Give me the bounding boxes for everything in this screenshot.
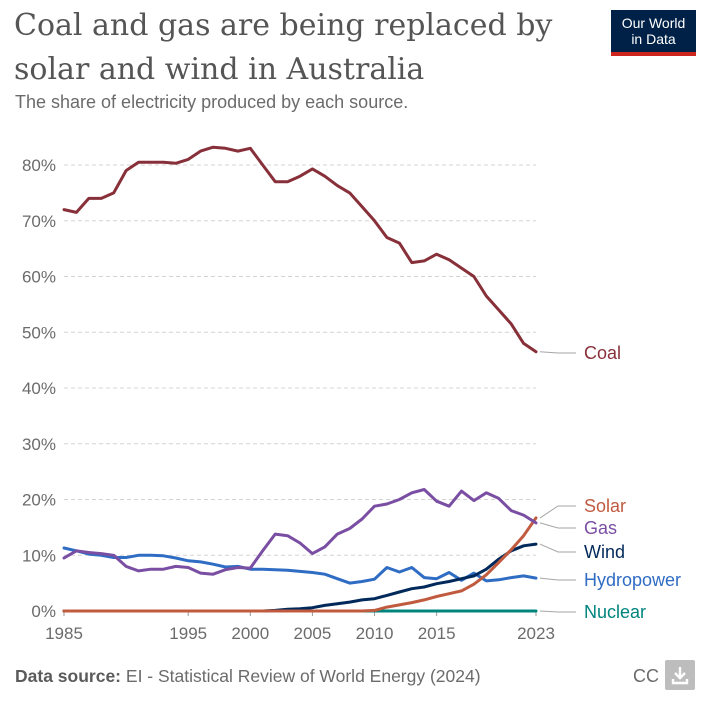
y-tick-label: 0% — [31, 602, 56, 621]
x-tick-label: 2010 — [356, 624, 394, 643]
y-tick-label: 60% — [22, 268, 56, 287]
y-tick-label: 50% — [22, 323, 56, 342]
x-tick-label: 1995 — [169, 624, 207, 643]
series-label-wind: Wind — [584, 542, 625, 562]
y-tick-label: 20% — [22, 491, 56, 510]
x-tick-label: 2015 — [418, 624, 456, 643]
leader-line-wind — [539, 543, 576, 553]
x-tick-label: 2005 — [294, 624, 332, 643]
logo-line-1: Our World — [621, 15, 686, 31]
x-axis-ticks: 1985 1995 2000 2005 2010 2015 2023 — [45, 611, 555, 643]
series-label-solar: Solar — [584, 496, 626, 516]
y-tick-label: 30% — [22, 435, 56, 454]
y-tick-label: 10% — [22, 546, 56, 565]
owid-logo[interactable]: Our World in Data — [611, 10, 696, 56]
series-label-nuclear: Nuclear — [584, 602, 646, 622]
series-line-solar — [62, 516, 538, 613]
download-icon — [671, 667, 689, 685]
data-source: Data source: EI - Statistical Review of … — [15, 666, 481, 687]
series-label-coal: Coal — [584, 343, 621, 363]
leader-line-solar — [539, 505, 576, 519]
y-axis-ticks: 0% 10% 20% 30% 40% 50% 60% 70% 80% — [22, 156, 56, 621]
leader-line-hydropower — [539, 577, 576, 581]
y-tick-label: 40% — [22, 379, 56, 398]
leader-line-coal — [539, 351, 576, 354]
y-tick-label: 70% — [22, 212, 56, 231]
y-tick-label: 80% — [22, 156, 56, 175]
x-tick-label: 1985 — [45, 624, 83, 643]
series-line-coal — [62, 145, 538, 354]
series-line-gas — [62, 488, 538, 576]
series-label-gas: Gas — [584, 518, 617, 538]
data-source-label: Data source: — [15, 666, 122, 686]
series-label-hydropower: Hydropower — [584, 570, 681, 590]
data-source-text: EI - Statistical Review of World Energy … — [125, 666, 481, 686]
leader-line-nuclear — [539, 610, 576, 613]
series-lines — [62, 145, 538, 613]
x-tick-label: 2000 — [231, 624, 269, 643]
series-line-wind — [62, 542, 538, 613]
chart-subtitle: The share of electricity produced by eac… — [15, 92, 409, 112]
download-button[interactable] — [665, 660, 695, 690]
chart-title: Coal and gas are being replaced by solar… — [14, 8, 553, 87]
series-line-hydropower — [62, 546, 538, 585]
x-tick-label: 2023 — [517, 624, 555, 643]
leader-line-gas — [539, 522, 576, 529]
logo-line-2: in Data — [631, 31, 676, 47]
line-chart: 0% 10% 20% 30% 40% 50% 60% 70% 80% 1985 1995 2000 2… — [22, 145, 681, 643]
